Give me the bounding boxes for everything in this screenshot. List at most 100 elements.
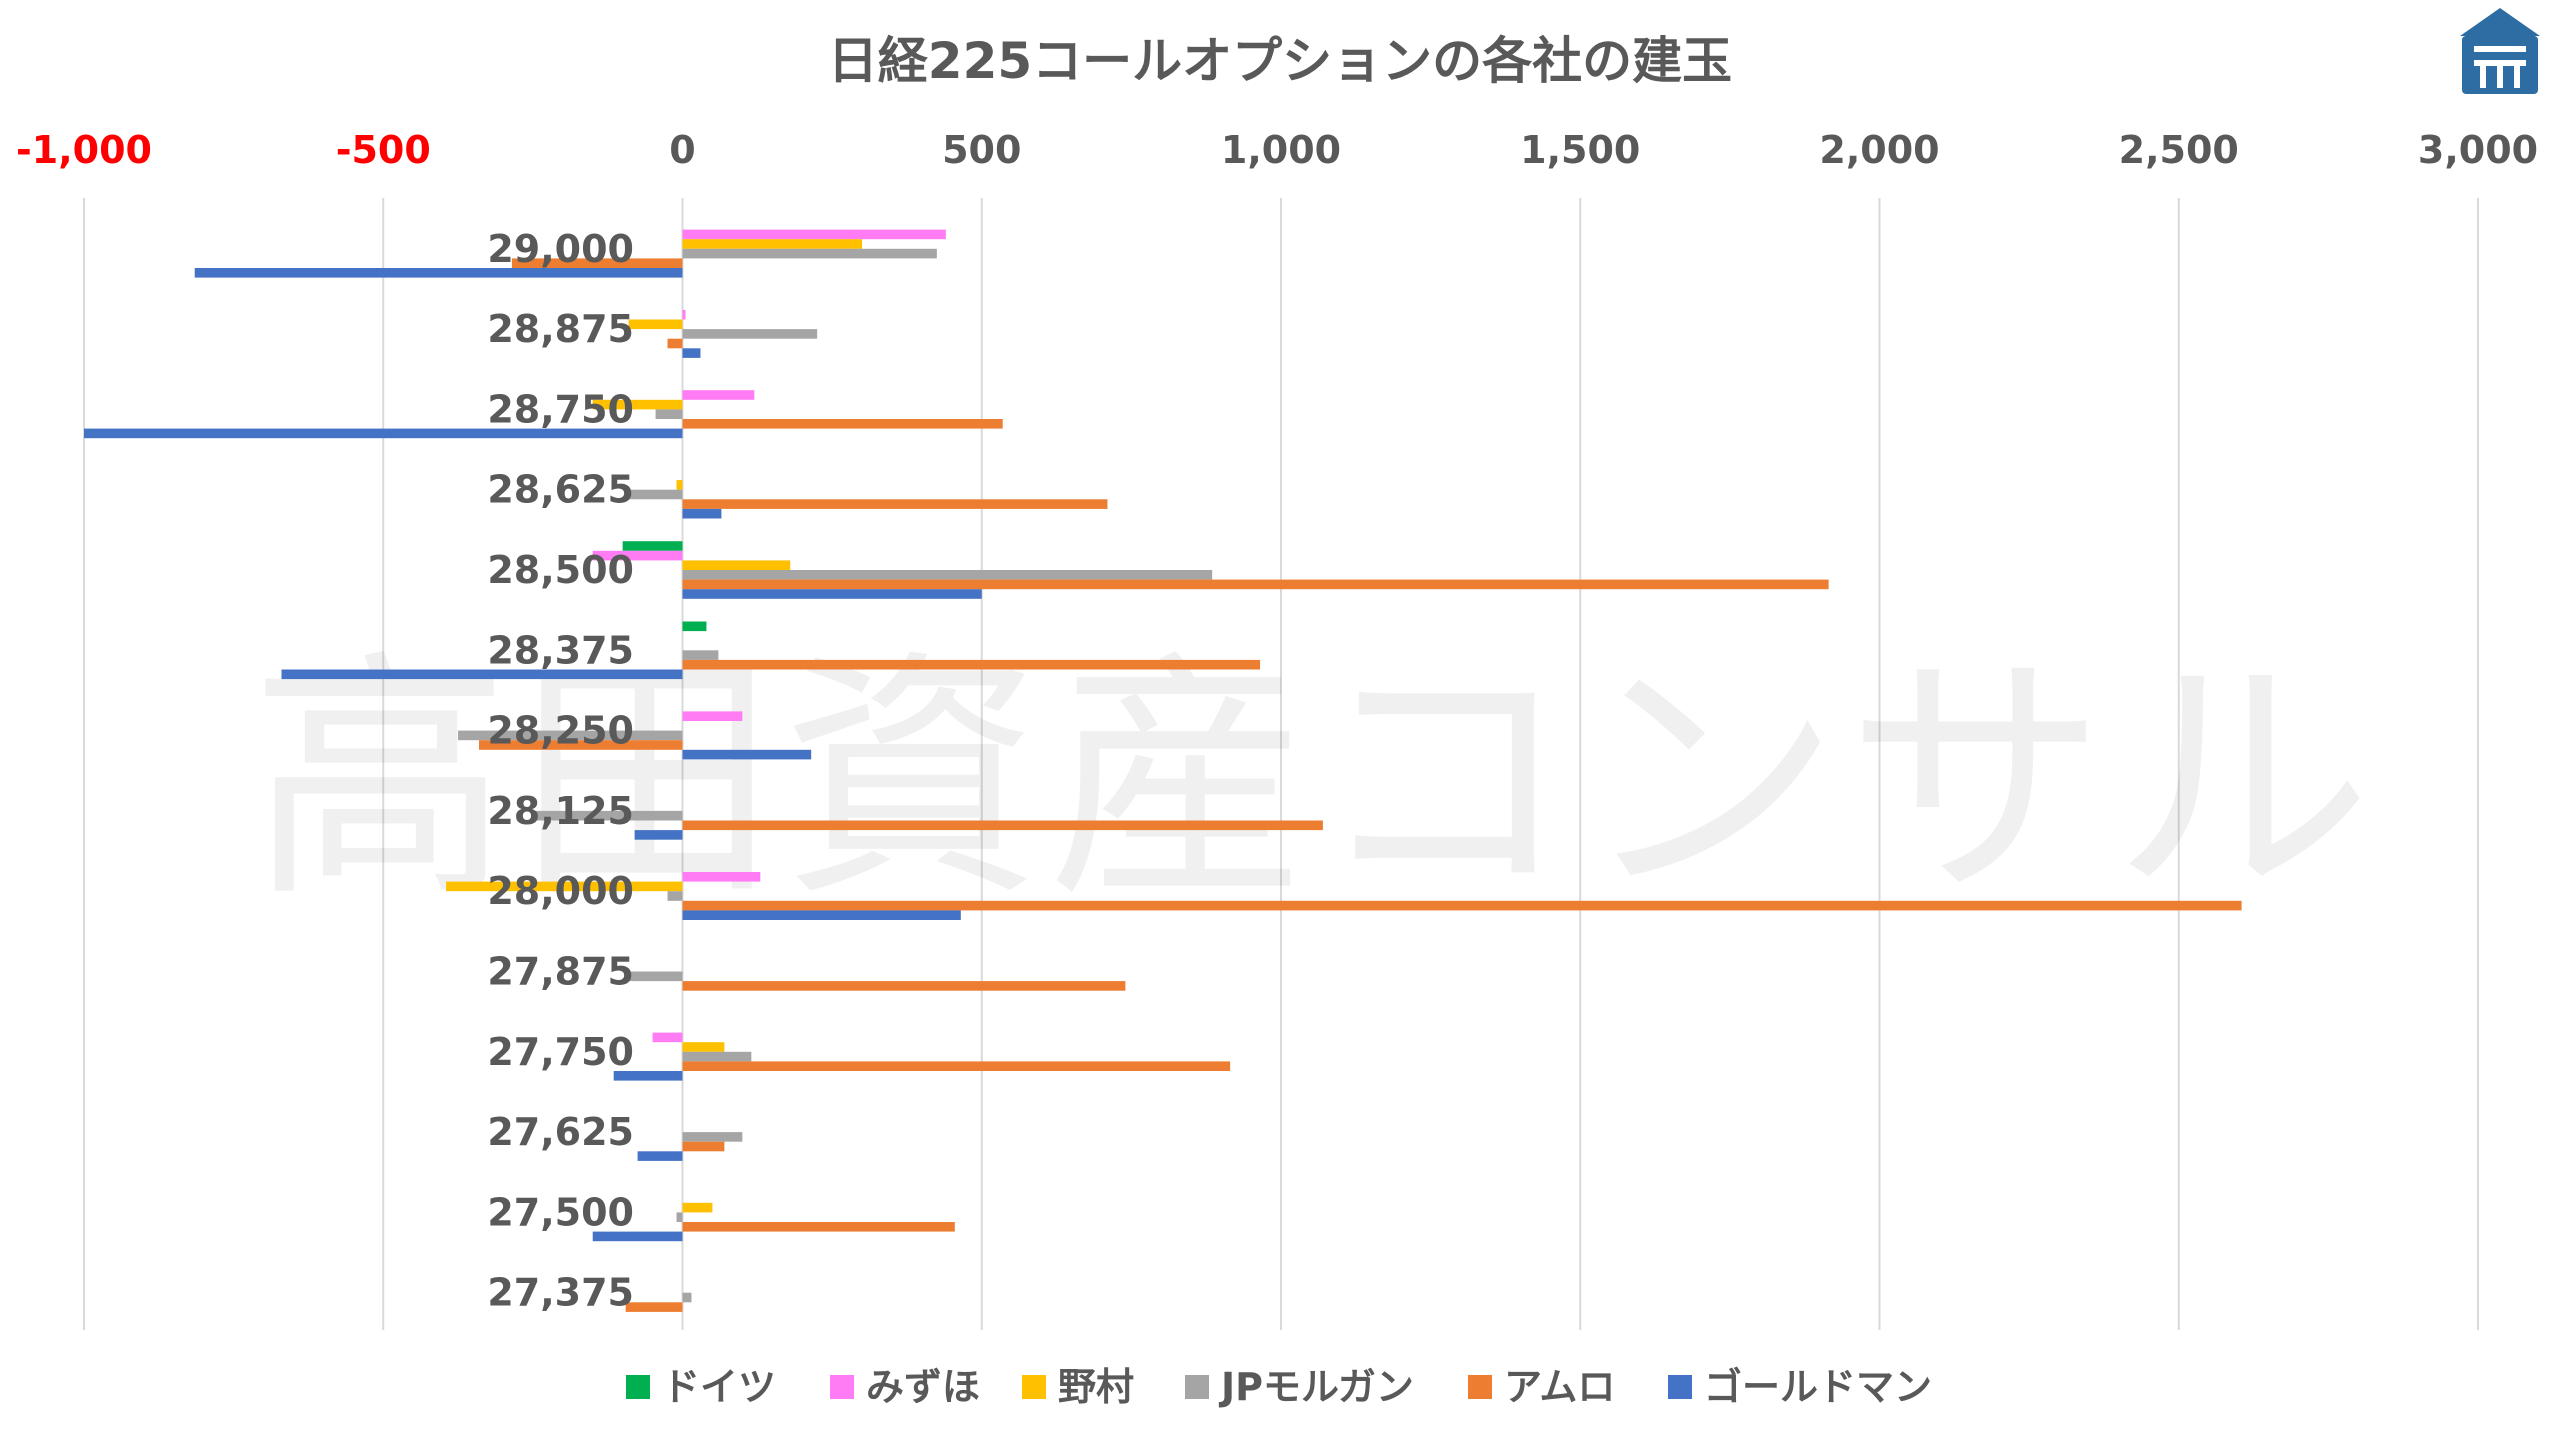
bar	[652, 1032, 683, 1043]
legend-swatch	[1022, 1375, 1046, 1399]
bar	[682, 910, 961, 920]
bar	[682, 229, 946, 240]
bar	[458, 730, 683, 741]
y-tick-label: 28,375	[487, 628, 634, 672]
building-logo-icon	[2460, 8, 2540, 94]
bar	[655, 409, 683, 419]
bar	[682, 570, 1213, 580]
bar	[682, 621, 707, 632]
bar	[682, 499, 1108, 509]
legend-swatch	[1468, 1375, 1492, 1399]
bar	[682, 248, 937, 259]
bar	[682, 560, 791, 570]
bar	[634, 830, 683, 840]
y-tick-label: 28,250	[487, 709, 634, 753]
bar	[682, 1141, 725, 1152]
bar	[682, 1292, 692, 1303]
legend-label: みずほ	[866, 1365, 980, 1409]
x-tick-label: -500	[336, 128, 431, 172]
bar	[682, 659, 1261, 670]
x-tick-label: 1,500	[1520, 128, 1640, 172]
legend-label: ドイツ	[662, 1365, 776, 1409]
y-axis-ticks: 29,000 28,875 28,750 28,625 28,500 28,375 28,2…	[487, 227, 634, 1315]
bar	[682, 239, 863, 249]
bar	[628, 489, 683, 500]
bar	[682, 1222, 955, 1232]
legend-label: ゴールドマン	[1704, 1365, 1932, 1409]
x-tick-label: -1,000	[16, 128, 152, 172]
x-tick-label: 2,500	[2119, 128, 2239, 172]
y-tick-label: 27,500	[487, 1190, 634, 1234]
y-tick-label: 27,375	[487, 1271, 634, 1315]
bar	[682, 1042, 725, 1052]
bar	[682, 900, 2242, 911]
bar	[622, 541, 683, 551]
legend-label: アムロ	[1504, 1365, 1615, 1409]
bar	[281, 669, 683, 680]
bar	[682, 1202, 713, 1213]
legend-swatch	[1668, 1375, 1692, 1399]
bar	[682, 1051, 752, 1062]
bar	[592, 550, 683, 561]
y-tick-label: 27,875	[487, 950, 634, 994]
bar	[628, 319, 683, 330]
bar	[682, 650, 719, 660]
y-tick-label: 28,750	[487, 387, 634, 431]
bar	[682, 872, 761, 882]
legend: ドイツ みずほ 野村 JPモルガン アムロ ゴールドマン	[626, 1365, 1932, 1409]
bar	[676, 1212, 683, 1222]
y-tick-label: 27,625	[487, 1110, 634, 1154]
x-tick-label: 500	[942, 128, 1021, 172]
y-tick-label: 28,875	[487, 307, 634, 351]
x-tick-label: 3,000	[2418, 128, 2538, 172]
bar	[532, 810, 683, 821]
legend-label: 野村	[1058, 1365, 1134, 1409]
bar	[682, 820, 1323, 831]
bar	[625, 971, 683, 982]
bar	[676, 480, 683, 490]
bar	[511, 258, 683, 268]
y-tick-label: 28,125	[487, 789, 634, 833]
bar	[682, 981, 1126, 991]
y-tick-label: 28,000	[487, 869, 634, 913]
y-tick-label: 29,000	[487, 227, 634, 271]
bar	[613, 1071, 683, 1081]
bar	[682, 1132, 743, 1142]
bar	[479, 740, 683, 750]
bar	[682, 348, 701, 358]
bar	[84, 428, 683, 439]
bar	[682, 309, 686, 320]
legend-swatch	[1185, 1375, 1209, 1399]
bar	[682, 749, 812, 760]
bar	[682, 1061, 1231, 1071]
bars	[84, 229, 2242, 1312]
bar	[682, 589, 982, 599]
bar	[625, 1302, 683, 1312]
bar	[194, 268, 683, 278]
legend-swatch	[626, 1375, 650, 1399]
y-tick-label: 27,750	[487, 1030, 634, 1074]
chart-title: 日経225コールオプションの各社の建玉	[828, 32, 1732, 90]
y-tick-label: 28,500	[487, 548, 634, 592]
x-tick-label: 1,000	[1221, 128, 1341, 172]
bar	[682, 390, 755, 400]
y-tick-label: 28,625	[487, 468, 634, 512]
legend-label: JPモルガン	[1218, 1365, 1414, 1409]
bar	[682, 508, 722, 519]
bar	[592, 399, 683, 410]
gridlines	[83, 198, 2479, 1330]
legend-swatch	[830, 1375, 854, 1399]
bar	[682, 329, 818, 339]
bar	[682, 419, 1003, 429]
bar	[682, 711, 743, 721]
bar	[667, 891, 683, 901]
x-tick-label: 0	[669, 128, 695, 172]
x-axis-ticks: -1,000 -500 0 500 1,000 1,500 2,000 2,500 3,000	[16, 128, 2538, 172]
bar	[592, 1231, 683, 1242]
bar	[682, 579, 1829, 590]
bar	[446, 881, 683, 892]
x-tick-label: 2,000	[1819, 128, 1939, 172]
bar	[667, 338, 683, 349]
bar	[637, 1151, 683, 1161]
